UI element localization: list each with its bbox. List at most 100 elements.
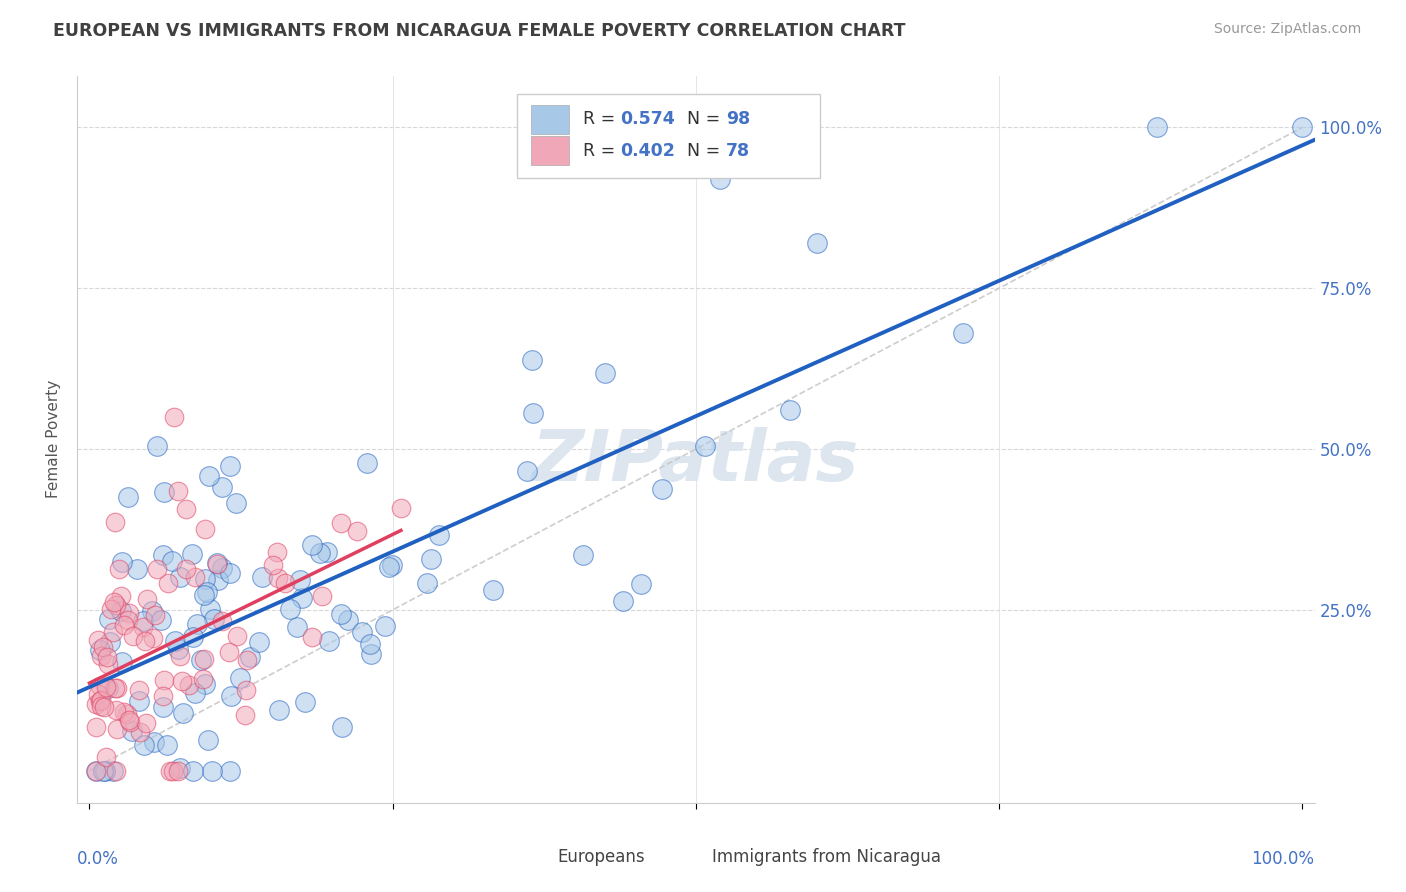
Point: [163, 409, 186, 424]
Bar: [678, 848, 704, 866]
Point: [346, 524, 368, 538]
Point: [318, 633, 340, 648]
Point: [207, 573, 229, 587]
Point: [197, 733, 219, 747]
Point: [90, 698, 112, 713]
Point: [87, 687, 110, 701]
Point: [112, 618, 135, 632]
Point: [288, 573, 311, 587]
Point: [134, 738, 156, 752]
Point: [186, 616, 208, 631]
Point: [153, 673, 176, 687]
Point: [309, 546, 332, 560]
Point: [239, 649, 262, 664]
Point: [378, 560, 401, 574]
Point: [952, 326, 974, 340]
Text: R =: R =: [583, 142, 621, 160]
Point: [96, 650, 118, 665]
Point: [103, 595, 125, 609]
Point: [219, 566, 242, 581]
Point: [89, 679, 111, 693]
Point: [381, 558, 404, 572]
Point: [105, 598, 128, 612]
Point: [169, 649, 191, 664]
Point: [219, 764, 242, 778]
Point: [274, 575, 297, 590]
Text: Immigrants from Nicaragua: Immigrants from Nicaragua: [711, 848, 941, 866]
Point: [174, 502, 197, 516]
Point: [110, 590, 132, 604]
Bar: [531, 136, 568, 165]
Point: [301, 538, 323, 552]
Point: [104, 703, 127, 717]
Text: Source: ZipAtlas.com: Source: ZipAtlas.com: [1213, 22, 1361, 37]
Point: [84, 720, 107, 734]
Point: [630, 577, 652, 591]
Point: [266, 545, 288, 559]
Y-axis label: Female Poverty: Female Poverty: [46, 380, 62, 499]
Point: [481, 583, 503, 598]
Point: [177, 678, 200, 692]
Point: [218, 645, 240, 659]
Point: [350, 625, 373, 640]
Point: [156, 738, 179, 752]
Point: [96, 657, 118, 671]
Point: [174, 562, 197, 576]
Point: [330, 516, 353, 531]
Point: [169, 570, 191, 584]
Text: 0.402: 0.402: [620, 142, 675, 160]
Point: [516, 464, 538, 478]
Point: [415, 575, 437, 590]
Point: [111, 555, 134, 569]
Point: [105, 722, 128, 736]
Point: [211, 480, 233, 494]
Point: [194, 522, 217, 536]
Text: N =: N =: [676, 111, 725, 128]
Point: [197, 468, 219, 483]
Point: [219, 689, 242, 703]
Point: [294, 695, 316, 709]
Point: [89, 643, 111, 657]
Point: [152, 548, 174, 562]
Point: [709, 171, 731, 186]
Point: [162, 764, 184, 778]
Point: [779, 403, 801, 417]
Point: [427, 528, 450, 542]
Point: [142, 632, 165, 646]
Point: [194, 572, 217, 586]
Point: [112, 705, 135, 719]
Point: [181, 630, 204, 644]
Point: [94, 764, 117, 778]
Text: 0.0%: 0.0%: [77, 850, 120, 868]
Point: [194, 677, 217, 691]
Point: [91, 640, 114, 655]
Point: [159, 764, 181, 778]
Point: [105, 764, 128, 778]
Text: 0.574: 0.574: [620, 111, 675, 128]
Point: [120, 715, 142, 730]
Point: [96, 680, 118, 694]
Point: [211, 561, 233, 575]
Point: [167, 642, 190, 657]
Text: 78: 78: [725, 142, 749, 160]
Point: [225, 496, 247, 510]
Point: [184, 570, 207, 584]
Point: [152, 689, 174, 703]
Point: [360, 647, 382, 661]
Point: [101, 764, 124, 778]
Point: [110, 604, 132, 618]
Point: [152, 700, 174, 714]
Point: [115, 706, 138, 721]
Point: [520, 353, 543, 368]
Text: 100.0%: 100.0%: [1251, 850, 1315, 868]
Point: [695, 439, 717, 453]
Point: [146, 439, 169, 453]
Point: [90, 693, 112, 707]
Point: [211, 614, 233, 628]
Point: [156, 576, 179, 591]
Point: [280, 602, 302, 616]
Point: [200, 602, 222, 616]
Point: [104, 681, 127, 696]
Point: [169, 761, 191, 775]
Point: [128, 694, 150, 708]
